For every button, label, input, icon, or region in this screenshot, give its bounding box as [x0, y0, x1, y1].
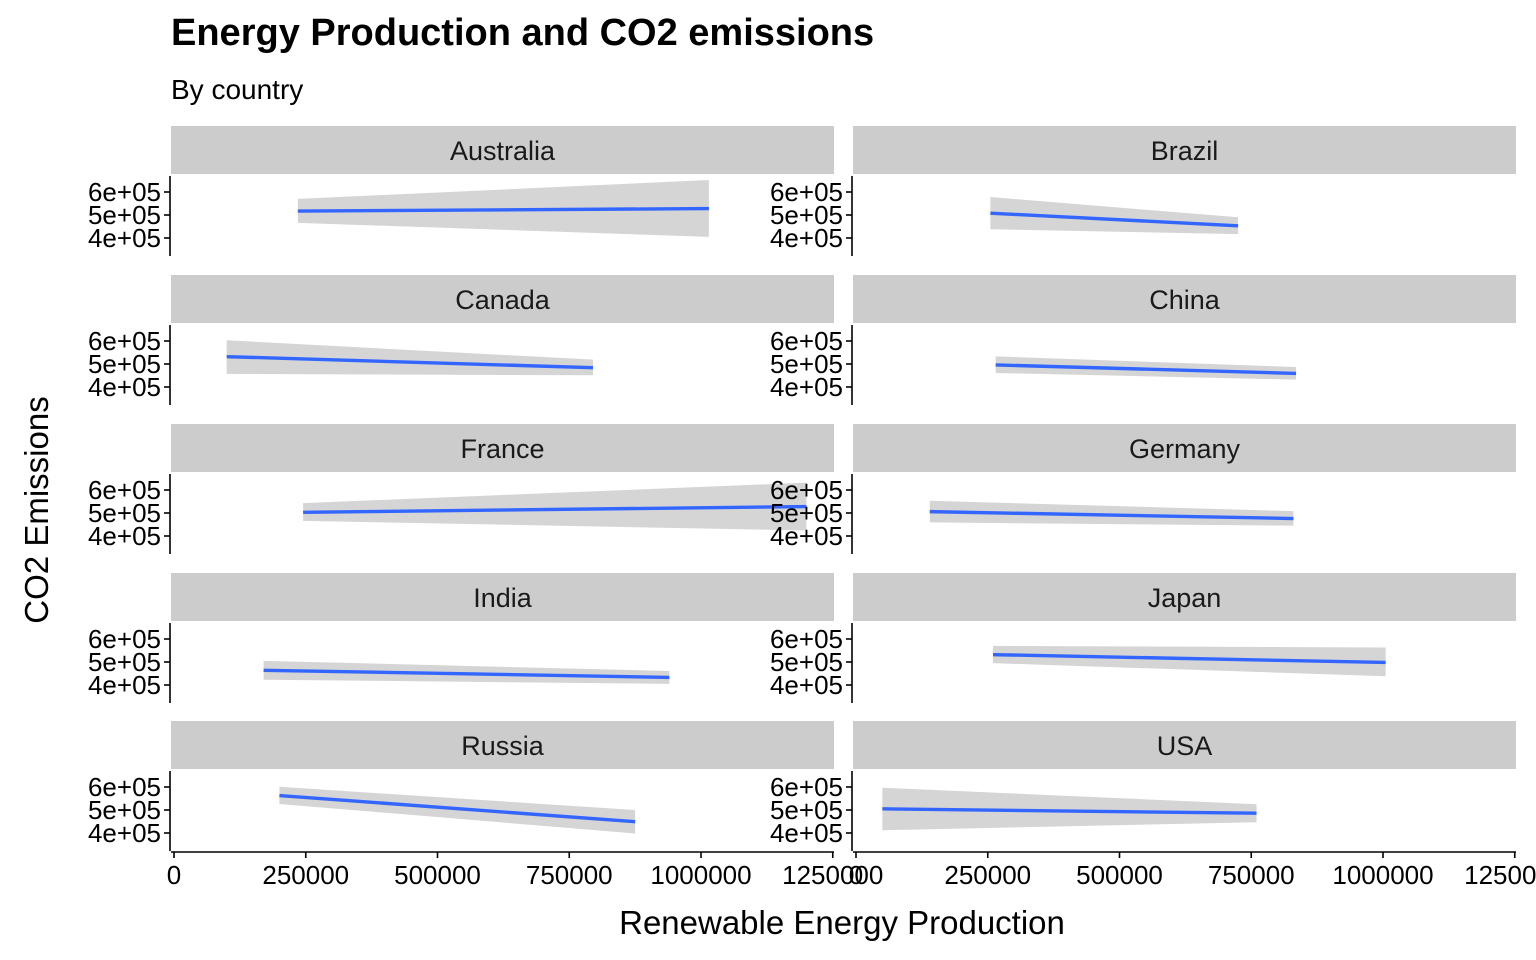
chart-subtitle: By country — [171, 74, 304, 105]
y-tick-label-germany-1: 5e+05 — [770, 498, 843, 528]
y-tick-label-canada-2: 4e+05 — [88, 372, 161, 402]
facet-label-brazil: Brazil — [1151, 136, 1219, 166]
trend-line-japan — [992, 652, 1386, 665]
facet-strip-germany — [853, 424, 1516, 472]
confidence-band-japan — [993, 645, 1386, 677]
y-tick-label-brazil-0: 6e+05 — [770, 177, 843, 207]
y-tick-label-usa-2: 4e+05 — [770, 818, 843, 848]
y-tick-label-india-2: 4e+05 — [88, 670, 161, 700]
x-tick-label-1-0: 0 — [849, 860, 863, 890]
x-tick-label-0-0: 0 — [167, 860, 181, 890]
y-tick-label-japan-0: 6e+05 — [770, 624, 843, 654]
y-tick-label-australia-1: 5e+05 — [88, 200, 161, 230]
confidence-band-usa — [882, 787, 1257, 831]
chart-title: Energy Production and CO2 emissions — [171, 12, 875, 54]
facet-label-australia: Australia — [450, 136, 556, 166]
trend-line-france — [303, 504, 807, 515]
trend-line-australia — [297, 206, 709, 213]
facet-label-russia: Russia — [461, 731, 545, 761]
confidence-band-brazil — [990, 197, 1239, 235]
x-tick-label-1-3: 750000 — [1208, 860, 1295, 890]
facet-strip-china — [853, 275, 1516, 323]
facet-strip-japan — [853, 573, 1516, 621]
y-tick-label-china-0: 6e+05 — [770, 326, 843, 356]
facet-strip-canada — [171, 275, 834, 323]
x-tick-label-1-2: 500000 — [1076, 860, 1163, 890]
y-tick-label-china-2: 4e+05 — [770, 372, 843, 402]
confidence-band-france — [303, 482, 807, 531]
x-tick-label-0-5: 1250000 — [782, 860, 883, 890]
y-tick-label-japan-2: 4e+05 — [770, 670, 843, 700]
x-axis-title: Renewable Energy Production — [619, 904, 1065, 941]
x-tick-label-1-5: 1250000 — [1464, 860, 1536, 890]
y-tick-label-usa-0: 6e+05 — [770, 772, 843, 802]
facet-strip-india — [171, 573, 834, 621]
y-tick-label-japan-1: 5e+05 — [770, 647, 843, 677]
y-tick-label-australia-0: 6e+05 — [88, 177, 161, 207]
trend-line-germany — [929, 509, 1294, 521]
y-tick-label-russia-1: 5e+05 — [88, 795, 161, 825]
trend-line-russia — [279, 793, 636, 824]
y-tick-label-india-1: 5e+05 — [88, 647, 161, 677]
y-tick-label-china-1: 5e+05 — [770, 349, 843, 379]
trend-line-china — [995, 363, 1297, 376]
y-tick-label-france-1: 5e+05 — [88, 498, 161, 528]
y-tick-label-australia-2: 4e+05 — [88, 223, 161, 253]
y-tick-label-russia-2: 4e+05 — [88, 818, 161, 848]
facet-label-china: China — [1149, 285, 1221, 315]
trend-line-brazil — [990, 211, 1239, 228]
y-tick-label-canada-0: 6e+05 — [88, 326, 161, 356]
x-tick-label-0-2: 500000 — [394, 860, 481, 890]
facet-label-canada: Canada — [455, 285, 551, 315]
trend-line-canada — [226, 354, 594, 370]
facet-strip-russia — [171, 721, 834, 769]
y-tick-label-india-0: 6e+05 — [88, 624, 161, 654]
trend-line-india — [263, 668, 670, 680]
x-tick-label-1-4: 1000000 — [1332, 860, 1433, 890]
trend-line-usa — [882, 807, 1257, 815]
facet-strip-australia — [171, 126, 834, 174]
y-tick-label-france-0: 6e+05 — [88, 475, 161, 505]
facet-strip-france — [171, 424, 834, 472]
y-axis-title: CO2 Emissions — [18, 396, 55, 623]
y-tick-label-brazil-1: 5e+05 — [770, 200, 843, 230]
x-tick-label-0-1: 250000 — [262, 860, 349, 890]
x-tick-label-1-1: 250000 — [944, 860, 1031, 890]
y-tick-label-canada-1: 5e+05 — [88, 349, 161, 379]
facet-label-usa: USA — [1157, 731, 1213, 761]
facet-label-india: India — [473, 583, 533, 613]
confidence-band-germany — [929, 500, 1294, 526]
facet-strip-usa — [853, 721, 1516, 769]
y-tick-label-brazil-2: 4e+05 — [770, 223, 843, 253]
y-tick-label-germany-0: 6e+05 — [770, 475, 843, 505]
y-tick-label-france-2: 4e+05 — [88, 521, 161, 551]
facet-label-france: France — [460, 434, 544, 464]
y-tick-label-russia-0: 6e+05 — [88, 772, 161, 802]
x-tick-label-0-3: 750000 — [526, 860, 613, 890]
y-tick-label-usa-1: 5e+05 — [770, 795, 843, 825]
x-tick-label-0-4: 1000000 — [650, 860, 751, 890]
y-tick-label-germany-2: 4e+05 — [770, 521, 843, 551]
facet-label-japan: Japan — [1148, 583, 1222, 613]
facet-label-germany: Germany — [1129, 434, 1241, 464]
facet-strip-brazil — [853, 126, 1516, 174]
